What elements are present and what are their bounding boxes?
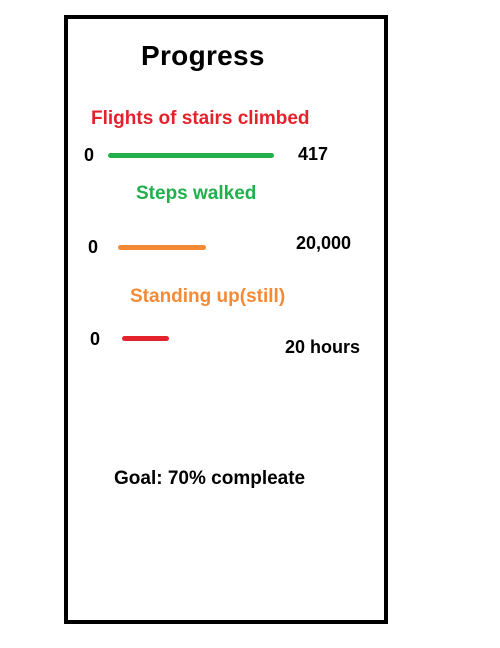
progress-bar-steps [118,245,206,250]
metric-label-standing: Standing up(still) [130,286,286,307]
metric-start-steps: 0 [88,237,99,257]
progress-bar-standing [122,336,169,341]
metric-target-standing: 20 hours [285,337,361,357]
progress-bar-stairs [108,153,274,158]
metric-target-steps: 20,000 [296,233,352,253]
metric-start-standing: 0 [90,329,101,349]
metric-label-steps: Steps walked [136,183,257,204]
metric-start-stairs: 0 [84,145,95,165]
page-title: Progress [141,40,265,71]
progress-card [64,15,388,624]
goal-text: Goal: 70% compleate [114,468,306,489]
metric-label-stairs: Flights of stairs climbed [91,108,310,129]
metric-target-stairs: 417 [298,144,329,164]
